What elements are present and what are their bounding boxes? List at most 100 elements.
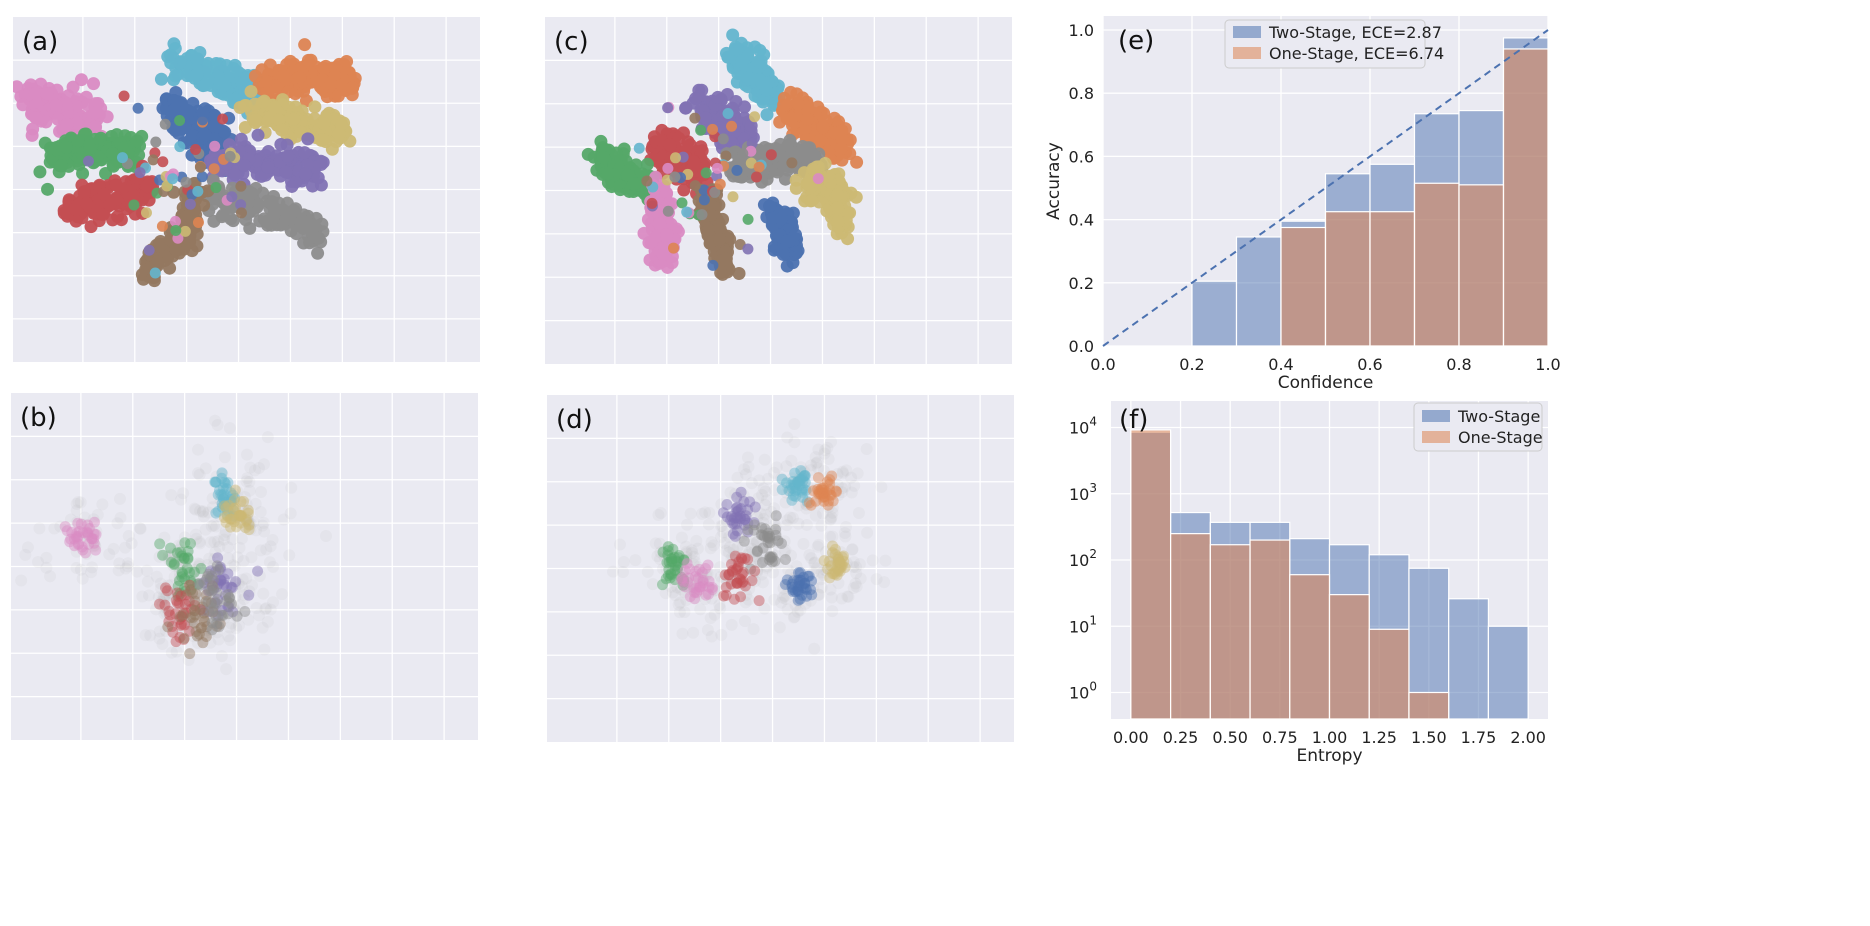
scatter-point-faded [771,535,784,548]
scatter-point-blue [786,581,798,593]
scatter-point-faded [87,513,100,526]
scatter-point-cyan [799,469,811,481]
scatter-point-purple [742,517,754,529]
scatter-point-faded [218,496,231,509]
scatter-point-cyan [792,477,804,489]
scatter-point-cyan [756,95,770,109]
y-axis-label: Accuracy [1044,142,1064,220]
scatter-point-pink [13,80,24,94]
scatter-point-green [662,545,674,557]
scatter-point-blue [698,194,710,206]
scatter-point-gray [758,530,770,542]
scatter-point-faded [252,462,265,475]
scatter-point-faded [134,522,147,535]
scatter-point-blue [218,125,232,139]
scatter-point-faded [735,556,748,569]
scatter-point-green [174,587,186,599]
scatter-point-faded [812,462,825,475]
scatter-point-faded [854,572,867,585]
scatter-point-red [726,565,738,577]
scatter-point-cyan [797,475,809,487]
scatter-point-gray [297,236,311,250]
scatter-point-cyan [216,501,228,513]
scatter-point-faded [183,623,196,636]
scatter-point-cyan [794,479,806,491]
scatter-point-faded [237,554,250,567]
scatter-point-cyan [235,77,249,91]
scatter-point-faded [87,540,100,553]
scatter-point-faded [785,549,798,562]
scatter-point-brown [191,630,203,642]
scatter-point-pink [683,572,695,584]
scatter-point-olive [235,510,247,522]
scatter-point-faded [159,624,172,637]
scatter-point-gray [206,570,218,582]
scatter-point-gray [662,205,674,217]
scatter-point-faded [690,534,703,547]
scatter-point-faded [684,580,697,593]
legend-label: Two-Stage [1457,407,1540,426]
scatter-point-gray [224,150,236,162]
scatter-point-faded [228,605,241,618]
scatter-point-faded [679,571,692,584]
points-layer [581,28,864,281]
scatter-point-faded [674,596,687,609]
scatter-point-green [185,575,197,587]
scatter-point-pink [88,516,100,528]
scatter-point-faded [196,596,209,609]
scatter-point-red [735,574,747,586]
scatter-point-pink [682,576,694,588]
scatter-point-red [140,179,154,193]
scatter-point-cyan [789,485,801,497]
scatter-point-pink [59,521,71,533]
scatter-point-green [601,167,615,181]
x-tick-label: 0.75 [1262,728,1298,747]
scatter-point-purple [735,503,747,515]
scatter-point-faded [48,522,61,535]
scatter-point-orange [824,474,836,486]
scatter-point-olive [241,514,253,526]
scatter-point-faded [724,486,737,499]
scatter-point-green [71,134,85,148]
scatter-point-faded [174,548,187,561]
scatter-point-cyan [799,477,811,489]
scatter-point-faded [676,627,689,640]
scatter-point-cyan [783,485,795,497]
scatter-point-faded [851,467,864,480]
scatter-point-gray [211,587,223,599]
scatter-point-faded [264,603,277,616]
scatter-point-purple [234,132,248,146]
scatter-point-faded [181,603,194,616]
scatter-point-faded [193,607,206,620]
scatter-point-pink [72,530,84,542]
scatter-point-orange [707,123,719,135]
scatter-point-cyan [796,484,808,496]
scatter-point-faded [78,518,91,531]
scatter-point-purple [204,575,216,587]
scatter-point-pink [693,584,705,596]
scatter-point-faded [223,506,236,519]
scatter-point-gray [757,542,769,554]
scatter-point-faded [162,550,175,563]
scatter-point-faded [808,557,821,570]
scatter-point-faded [804,464,817,477]
scatter-point-red [183,625,195,637]
scatter-point-green [662,570,674,582]
scatter-point-cyan [154,72,168,86]
scatter-point-cyan [218,493,230,505]
scatter-point-faded [659,587,672,600]
scatter-point-faded [214,578,227,591]
scatter-point-faded [745,542,758,555]
scatter-point-olive [228,494,240,506]
scatter-point-faded [775,596,788,609]
scatter-point-faded [697,576,710,589]
scatter-point-purple [212,594,224,606]
scatter-point-red [677,183,691,197]
scatter-point-orange [824,489,836,501]
scatter-point-faded [822,452,835,465]
scatter-point-purple [285,179,299,193]
scatter-point-faded [40,561,53,574]
scatter-point-faded [691,542,704,555]
scatter-point-faded [261,615,274,628]
scatter-point-purple [729,512,741,524]
